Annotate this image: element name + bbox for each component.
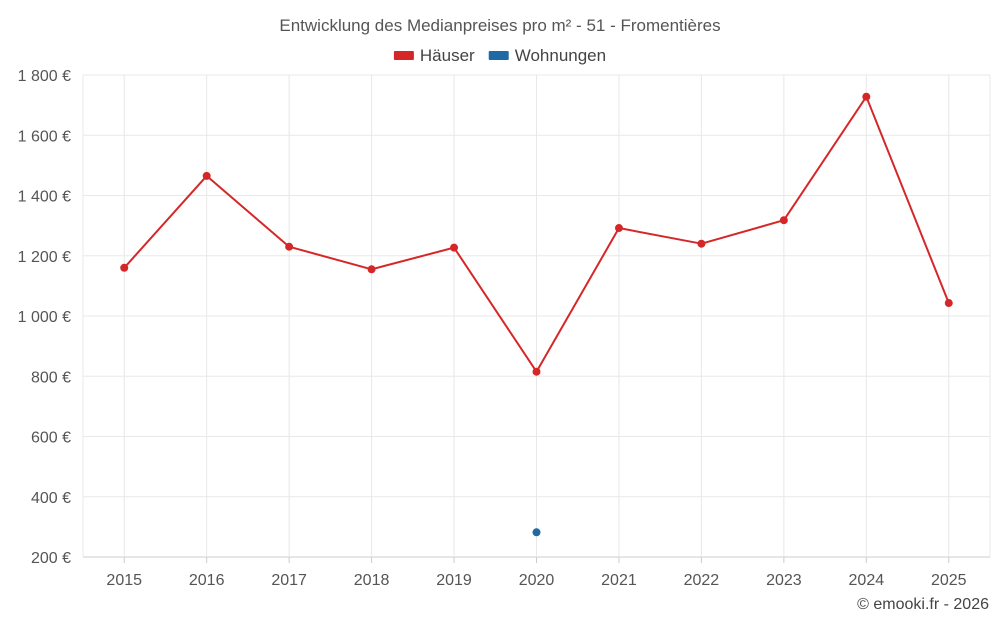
copyright-credit: © emooki.fr - 2026 [857, 596, 989, 613]
data-point[interactable] [779, 216, 788, 225]
y-tick-label: 1 200 € [18, 249, 71, 266]
series-haeuser [120, 92, 953, 376]
x-tick-label: 2017 [271, 572, 307, 589]
data-point[interactable] [944, 299, 953, 308]
data-point[interactable] [450, 243, 459, 252]
y-tick-label: 1 000 € [18, 309, 71, 326]
x-tick-label: 2025 [931, 572, 967, 589]
data-point[interactable] [532, 528, 541, 537]
y-tick-label: 1 400 € [18, 189, 71, 206]
chart-title: Entwicklung des Medianpreises pro m² - 5… [279, 16, 720, 35]
y-tick-label: 200 € [31, 550, 71, 567]
x-tick-label: 2016 [189, 572, 225, 589]
data-point[interactable] [120, 263, 129, 272]
data-point[interactable] [697, 239, 706, 248]
series-layer [120, 92, 953, 537]
data-point[interactable] [367, 265, 376, 274]
y-tick-label: 1 800 € [18, 68, 71, 85]
legend-label: Wohnungen [515, 46, 606, 65]
x-tick-label: 2020 [519, 572, 555, 589]
x-tick-label: 2015 [106, 572, 142, 589]
legend-label: Häuser [420, 46, 475, 65]
x-tick-label: 2024 [849, 572, 885, 589]
x-tick-label: 2023 [766, 572, 802, 589]
y-axis: 200 € 400 € 600 € 800 € 1 000 € 1 200 € 1 400 … [18, 68, 71, 567]
data-point[interactable] [614, 224, 623, 233]
data-point[interactable] [285, 242, 294, 251]
legend-swatch [488, 51, 509, 60]
chart-legend[interactable]: Häuser Wohnungen [393, 46, 606, 65]
grid-lines [82, 74, 991, 558]
y-tick-label: 600 € [31, 430, 71, 447]
series-wohnungen [532, 528, 541, 537]
x-tick-label: 2022 [684, 572, 720, 589]
x-tick-label: 2021 [601, 572, 637, 589]
x-axis: 2015 2016 2017 2018 2019 2020 2021 2022 2023 2024… [106, 557, 967, 589]
legend-swatch [393, 51, 414, 60]
y-tick-label: 400 € [31, 490, 71, 507]
y-tick-label: 1 600 € [18, 128, 71, 145]
data-point[interactable] [532, 367, 541, 376]
legend-item-haeuser[interactable]: Häuser [393, 46, 475, 65]
x-tick-label: 2019 [436, 572, 472, 589]
legend-item-wohnungen[interactable]: Wohnungen [488, 46, 606, 65]
x-tick-label: 2018 [354, 572, 390, 589]
data-point[interactable] [202, 171, 211, 180]
y-tick-label: 800 € [31, 369, 71, 386]
data-point[interactable] [862, 92, 871, 101]
